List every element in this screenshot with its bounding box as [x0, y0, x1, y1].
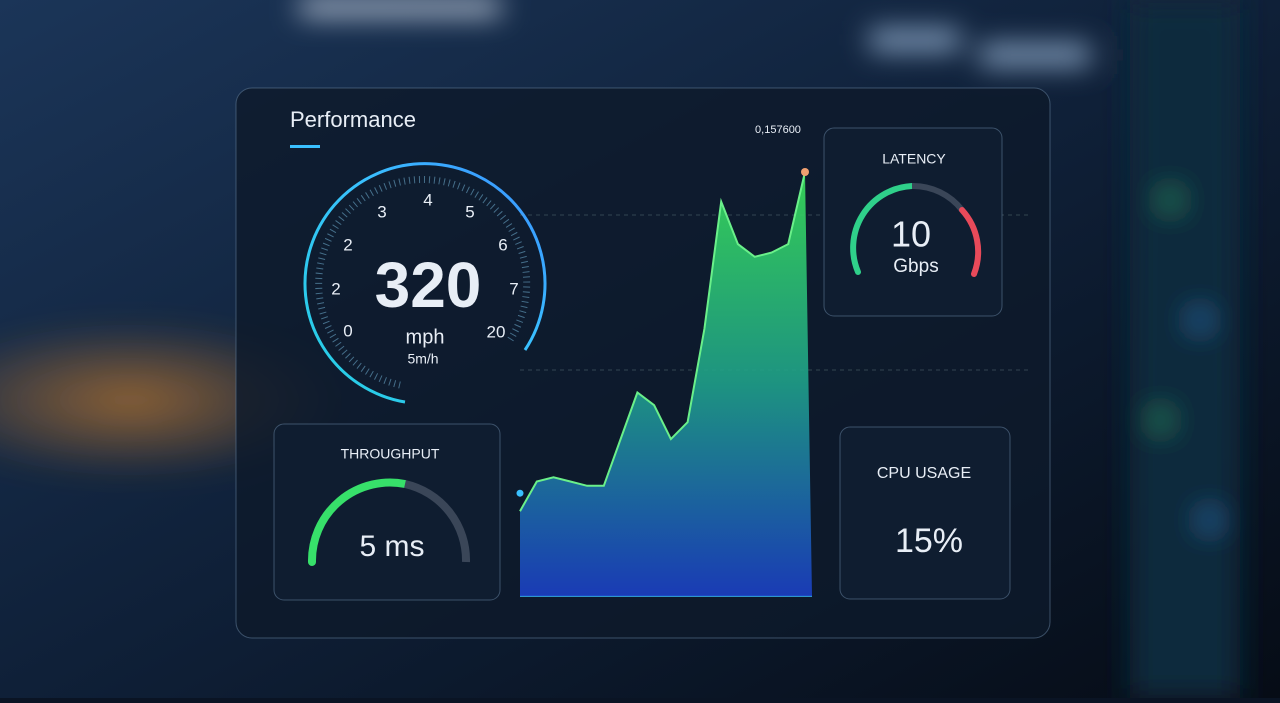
speed-value: 320 [375, 249, 482, 321]
throughput-arc [307, 478, 409, 566]
code-label: 0,157600 [755, 124, 801, 136]
throughput-card [273, 423, 501, 601]
latency-value: 10 [891, 214, 931, 255]
speed-subunit: 5m/h [407, 351, 438, 367]
panel-title: Performance [290, 107, 416, 132]
title-underline [290, 145, 320, 148]
throughput-arc-track [404, 480, 471, 563]
cpu-value: 15% [895, 522, 963, 560]
gauge-scale-label: 5 [465, 202, 474, 221]
throughput-label: THROUGHPUT [341, 446, 440, 462]
speedometer: 0 2 2 3 4 5 6 7 20 320 mph 5m/h [303, 162, 547, 404]
speed-unit: mph [406, 326, 445, 348]
trend-chart [516, 168, 1030, 597]
gauge-scale-label: 20 [487, 322, 506, 341]
gauge-scale-label: 7 [509, 279, 518, 298]
gauge-scale-label: 6 [498, 235, 507, 254]
cpu-card [839, 426, 1011, 600]
latency-arc-red [959, 207, 982, 277]
trend-line [519, 171, 806, 512]
latency-label: LATENCY [882, 151, 946, 167]
cpu-label: CPU USAGE [877, 465, 971, 482]
trend-start-dot [516, 489, 524, 497]
latency-arc-track [911, 182, 965, 212]
trend-area [520, 172, 812, 596]
trend-end-dot [801, 168, 809, 176]
latency-card [823, 127, 1003, 317]
latency-arc-green [850, 183, 915, 275]
throughput-value: 5 ms [359, 530, 424, 563]
gauge-scale-label: 4 [423, 190, 432, 209]
gauge-scale-label: 0 [343, 321, 352, 340]
gauge-scale-label: 2 [331, 279, 340, 298]
gauge-scale-label: 2 [343, 235, 352, 254]
latency-unit: Gbps [893, 256, 938, 277]
gauge-scale-label: 3 [377, 202, 386, 221]
